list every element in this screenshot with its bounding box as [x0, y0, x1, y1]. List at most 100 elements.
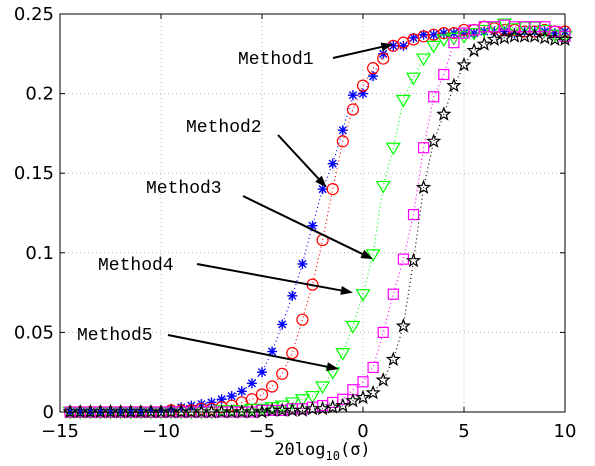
- annotation-arrow-shaft: [167, 334, 328, 368]
- data-point: [286, 346, 299, 360]
- data-point: [375, 372, 391, 387]
- annotation-arrow-head: [360, 249, 374, 260]
- data-point: [345, 392, 361, 408]
- data-point: [294, 394, 310, 407]
- data-point: [405, 252, 422, 268]
- annotation: Method2: [186, 118, 327, 188]
- data-point: [367, 62, 380, 75]
- annotation-arrow-shaft: [196, 263, 342, 292]
- data-point: [407, 208, 420, 221]
- annotation-label: Method5: [77, 326, 153, 346]
- y-tick-label: 0.05: [14, 322, 54, 343]
- data-point: [527, 28, 543, 43]
- data-point: [466, 28, 482, 41]
- x-tick-label: −15: [41, 421, 79, 442]
- data-point: [405, 72, 422, 86]
- data-point: [385, 351, 401, 366]
- data-point: [408, 32, 419, 43]
- data-point: [304, 390, 321, 404]
- data-point: [294, 402, 311, 417]
- data-point: [496, 18, 512, 32]
- data-point: [335, 347, 351, 361]
- data-point: [276, 367, 289, 380]
- data-point: [226, 391, 237, 402]
- data-point: [385, 142, 401, 156]
- data-point: [387, 288, 399, 300]
- data-point: [345, 320, 361, 334]
- annotation-label: Method2: [186, 118, 262, 138]
- y-tick-label: 0.2: [25, 84, 54, 105]
- x-tick-label: 5: [458, 421, 469, 442]
- data-point: [415, 179, 432, 195]
- x-tick-label: 0: [357, 421, 368, 442]
- data-point: [236, 386, 247, 397]
- data-point: [365, 249, 381, 263]
- data-point: [346, 103, 359, 116]
- data-point: [486, 31, 502, 46]
- data-point: [355, 289, 371, 302]
- data-point: [355, 389, 371, 405]
- data-point: [325, 399, 341, 414]
- data-point: [506, 23, 523, 37]
- data-point: [466, 42, 482, 58]
- x-axis-title: 20log10(σ): [274, 440, 370, 463]
- annotation-label: Method4: [98, 256, 174, 276]
- data-point: [327, 158, 338, 169]
- data-point: [317, 184, 328, 195]
- annotations: Method1 Method2 Method3 Method4 Method5: [77, 42, 394, 372]
- data-point: [377, 326, 389, 338]
- data-point: [326, 183, 339, 196]
- data-point: [476, 24, 492, 38]
- data-point: [436, 106, 452, 121]
- ticks: −15 −10 −5 0 5 10 0 0.05 0.1 0.15 0.2 0.25: [14, 4, 577, 442]
- annotation-arrow-shaft: [332, 45, 382, 59]
- data-point: [257, 367, 267, 378]
- data-point: [266, 380, 279, 393]
- data-point: [367, 361, 379, 374]
- data-point: [254, 403, 270, 419]
- data-point: [335, 397, 351, 413]
- data-point: [456, 56, 472, 72]
- data-point: [388, 40, 399, 51]
- data-point: [347, 90, 358, 101]
- data-point: [446, 77, 462, 93]
- data-point: [356, 79, 370, 92]
- data-point: [246, 378, 257, 389]
- y-tick-label: 0.1: [25, 243, 54, 264]
- x-axis-title-tail: (σ): [340, 440, 371, 460]
- annotation: Method4: [98, 256, 353, 295]
- data-point: [357, 376, 369, 388]
- series-line: [70, 22, 566, 413]
- data-point: [418, 142, 430, 154]
- annotation: Method3: [146, 179, 374, 260]
- y-tick-label: 0.25: [14, 4, 54, 25]
- y-tick-label: 0: [43, 402, 54, 423]
- series-pentagram: [62, 28, 573, 419]
- data-point: [336, 135, 349, 148]
- data-point: [426, 40, 442, 54]
- data-point: [428, 91, 440, 103]
- x-axis-title-main: 20log: [274, 440, 325, 460]
- annotation: Method5: [77, 326, 339, 372]
- data-point: [375, 180, 391, 194]
- series-line: [70, 30, 566, 413]
- data-point: [315, 381, 331, 395]
- series-line: [70, 26, 565, 413]
- data-point: [255, 388, 269, 401]
- data-point: [416, 53, 432, 67]
- data-point: [426, 133, 442, 148]
- x-tick-label: −10: [142, 421, 180, 442]
- data-point: [448, 37, 460, 49]
- data-point: [297, 258, 308, 269]
- data-point: [438, 68, 450, 81]
- data-point: [365, 384, 381, 400]
- annotation-label: Method1: [238, 50, 314, 70]
- annotation-arrow-head: [340, 286, 353, 295]
- data-point: [314, 400, 331, 416]
- data-point: [277, 319, 288, 330]
- data-point: [417, 30, 430, 43]
- data-point: [395, 94, 411, 108]
- data-point: [287, 290, 298, 301]
